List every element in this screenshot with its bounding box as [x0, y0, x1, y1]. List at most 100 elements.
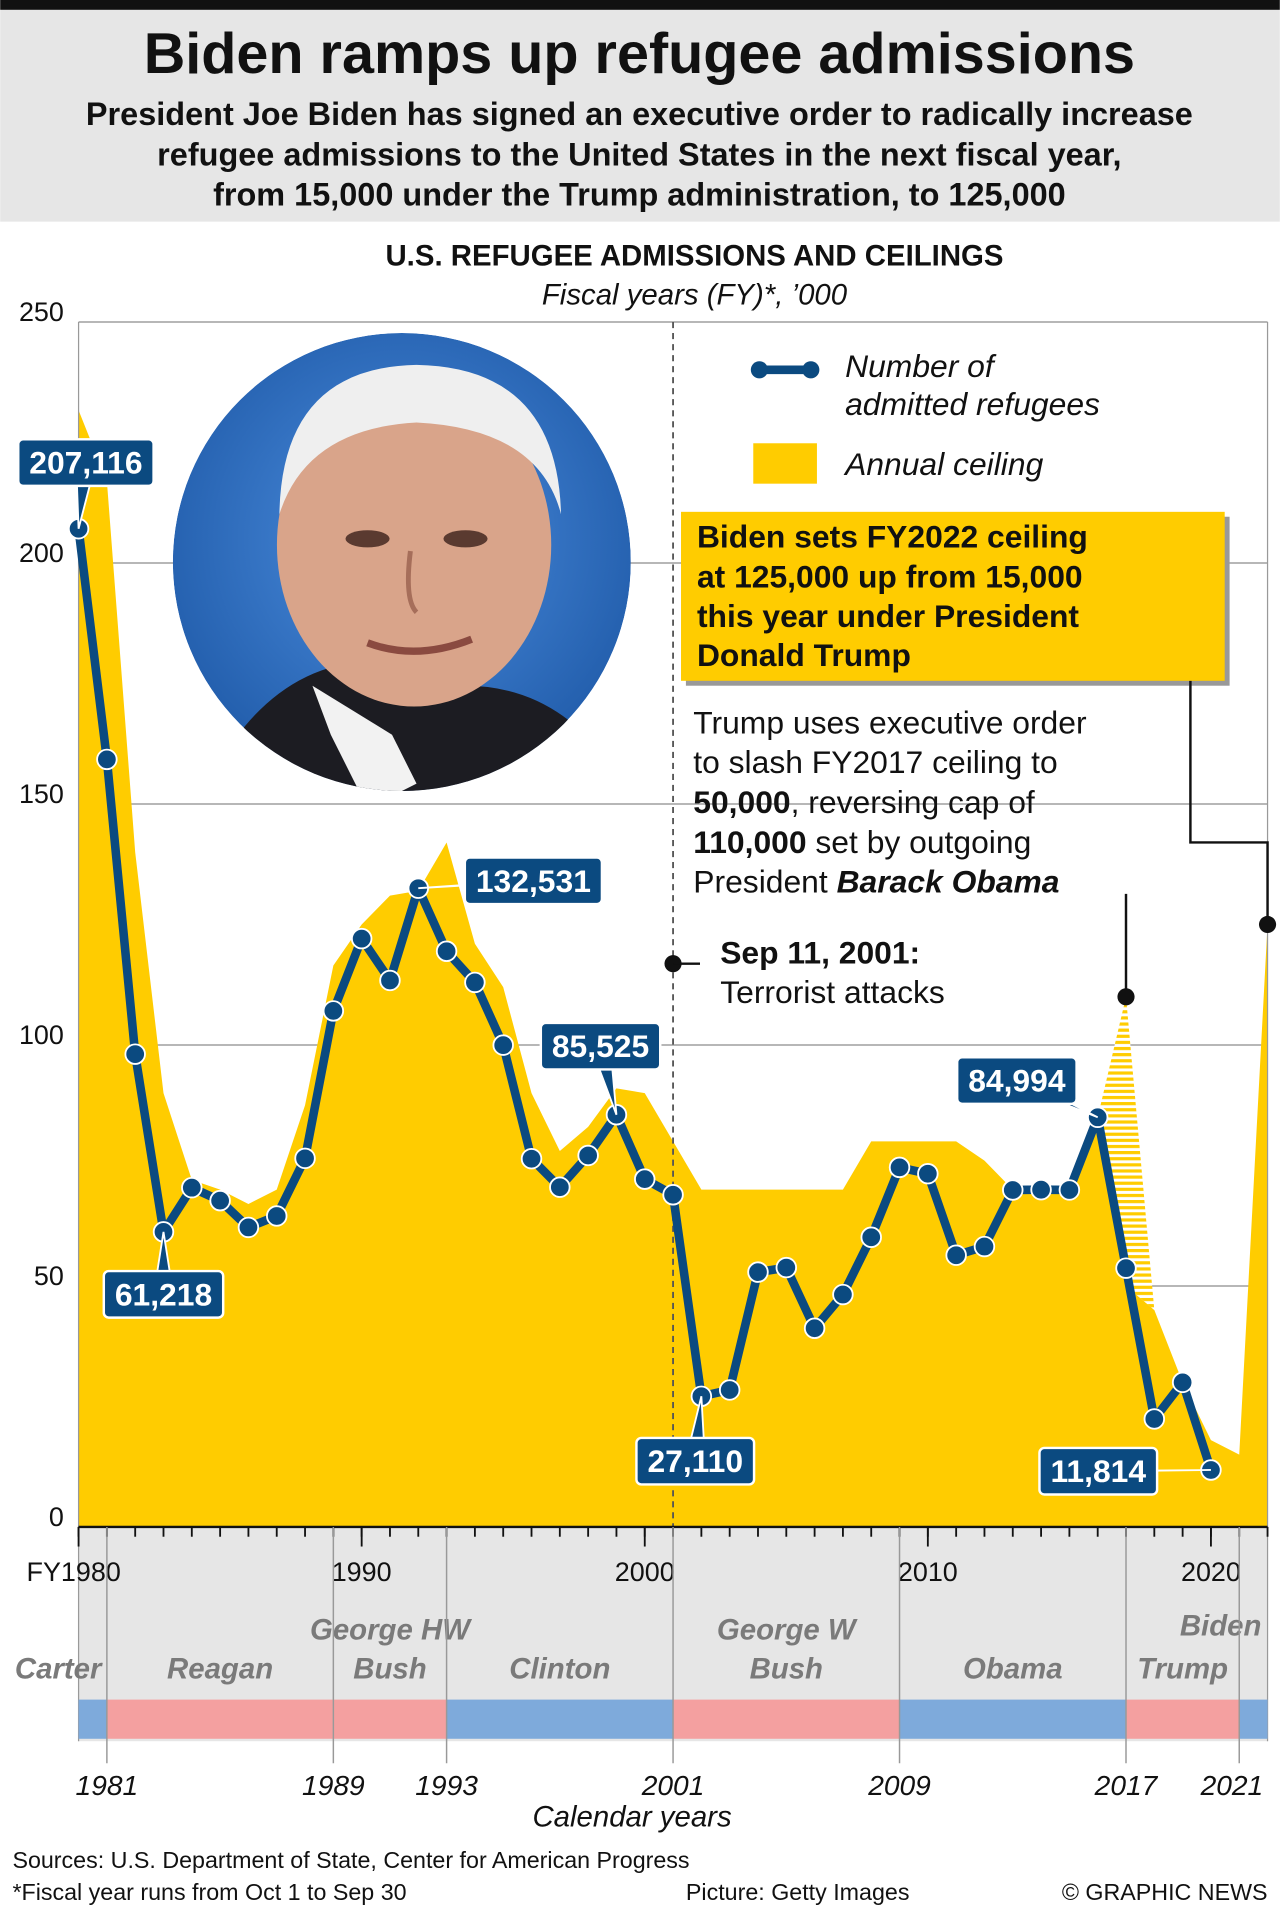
y-tick-label: 250 — [19, 297, 64, 327]
callout-text: this year under President — [697, 598, 1079, 634]
data-point — [266, 1205, 288, 1227]
subtitle: refugee admissions to the United States … — [157, 136, 1121, 172]
president-name: Reagan — [167, 1652, 273, 1685]
data-point — [435, 940, 458, 962]
president-term — [78, 1699, 107, 1739]
data-point — [917, 1162, 939, 1185]
value-label-box — [1038, 1446, 1159, 1496]
calendar-tick-label: 1981 — [76, 1770, 139, 1801]
y-tick-label: 0 — [49, 1502, 64, 1532]
annotation-segment: President — [693, 864, 836, 900]
legend-label: Number of admitted refugees — [845, 347, 1100, 423]
annotation-text: Terrorist attacks — [720, 974, 945, 1010]
chart-title: U.S. REFUGEE ADMISSIONS AND CEILINGS — [385, 239, 1003, 272]
president-name: Trump — [1137, 1652, 1228, 1685]
calendar-tick-label: 2001 — [641, 1770, 705, 1801]
x-tick-label: 2000 — [615, 1557, 675, 1587]
calendar-axis-title: Calendar years — [532, 1801, 732, 1834]
callout-box — [681, 511, 1225, 681]
data-point — [1171, 1371, 1194, 1394]
data-point — [464, 971, 486, 994]
data-point — [860, 1226, 882, 1248]
data-point — [634, 1168, 656, 1190]
data-point — [322, 1000, 345, 1022]
calendar-tick-label: 1989 — [302, 1770, 365, 1801]
chart-subtitle: Fiscal years (FY)*, ’000 — [542, 279, 848, 312]
value-label: 61,218 — [115, 1276, 212, 1312]
header-bar — [0, 0, 1280, 10]
calendar-tick-label: 2021 — [1200, 1770, 1264, 1801]
value-label-box — [463, 856, 604, 906]
value-label-box — [635, 1436, 756, 1486]
legend-label: Annual ceiling — [843, 446, 1043, 482]
president-name: George HW — [310, 1613, 472, 1646]
value-label-box — [955, 1056, 1078, 1106]
data-point — [1143, 1408, 1166, 1430]
president-name: Bush — [353, 1652, 426, 1685]
footer-note: *Fiscal year runs from Oct 1 to Sep 30 — [12, 1879, 406, 1905]
footer-copyright: © GRAPHIC NEWS — [1062, 1879, 1268, 1905]
president-term — [673, 1699, 900, 1739]
data-point — [1002, 1179, 1024, 1201]
president-term — [106, 1699, 334, 1739]
plot: 0 50 100 150 200 250 FY1980 1990 2000 2010 2020 207… — [15, 297, 1269, 1834]
value-label-box — [102, 1269, 225, 1319]
y-tick-label: 200 — [19, 538, 64, 568]
data-point — [181, 1176, 203, 1199]
annotation-text: President Barack Obama — [693, 864, 1059, 900]
legend-swatch-dot — [802, 361, 820, 379]
president-name: Bush — [750, 1652, 823, 1685]
data-point — [832, 1283, 854, 1306]
president-name: Obama — [963, 1652, 1063, 1685]
data-point — [888, 1156, 911, 1179]
annotation-text: Trump uses executive order — [693, 704, 1087, 740]
y-tick-label: 50 — [34, 1261, 64, 1291]
footer-picture: Picture: Getty Images — [686, 1879, 910, 1905]
annotation-segment: , reversing cap of — [791, 784, 1035, 820]
data-point — [775, 1256, 798, 1279]
subtitle: President Joe Biden has signed an execut… — [86, 96, 1193, 132]
data-point — [718, 1379, 741, 1401]
value-label: 27,110 — [647, 1443, 743, 1479]
annotation-segment: Trump uses executive order — [693, 704, 1087, 740]
data-point — [96, 748, 118, 771]
annotation-text: 110,000 set by outgoing — [693, 824, 1031, 860]
data-point — [1030, 1178, 1052, 1201]
president-term — [1239, 1699, 1268, 1739]
overturned-ceiling — [1097, 996, 1155, 1311]
y-tick-label: 150 — [19, 779, 64, 809]
calendar-tick-label: 1993 — [415, 1770, 478, 1801]
callout-text: Donald Trump — [697, 637, 911, 673]
data-point — [237, 1216, 260, 1239]
legend-swatch-dot — [750, 361, 768, 379]
subtitle: from 15,000 under the Trump administrati… — [213, 177, 1066, 213]
data-point — [803, 1317, 826, 1339]
data-point — [492, 1034, 514, 1056]
annotation-leader — [1189, 680, 1269, 925]
annotation-text: 50,000, reversing cap of — [693, 784, 1035, 820]
x-tick-label: 1990 — [332, 1557, 392, 1587]
data-point — [662, 1184, 684, 1206]
annotation-segment: 50,000 — [693, 784, 790, 820]
data-point — [520, 1147, 543, 1170]
value-label-box — [17, 438, 155, 488]
callout-text: at 125,000 up from 15,000 — [697, 559, 1083, 595]
president-name: George W — [717, 1613, 858, 1646]
annotation-segment: 110,000 — [693, 824, 806, 860]
president-term — [1126, 1699, 1240, 1739]
value-label: 84,994 — [968, 1063, 1066, 1099]
calendar-tick-label: 2017 — [1094, 1770, 1159, 1801]
president-name: Clinton — [509, 1652, 610, 1685]
data-point — [945, 1244, 967, 1266]
x-tick-label: FY1980 — [27, 1557, 121, 1587]
annotation-segment: set by outgoing — [807, 824, 1032, 860]
president-term — [899, 1699, 1127, 1739]
data-point — [124, 1043, 146, 1065]
annotation-dot — [1117, 988, 1135, 1006]
title: Biden ramps up refugee admissions — [144, 22, 1135, 86]
legend-text: Number of admitted refugees — [845, 347, 1100, 423]
footer-sources: Sources: U.S. Department of State, Cente… — [12, 1847, 689, 1873]
value-label: 207,116 — [29, 445, 142, 481]
